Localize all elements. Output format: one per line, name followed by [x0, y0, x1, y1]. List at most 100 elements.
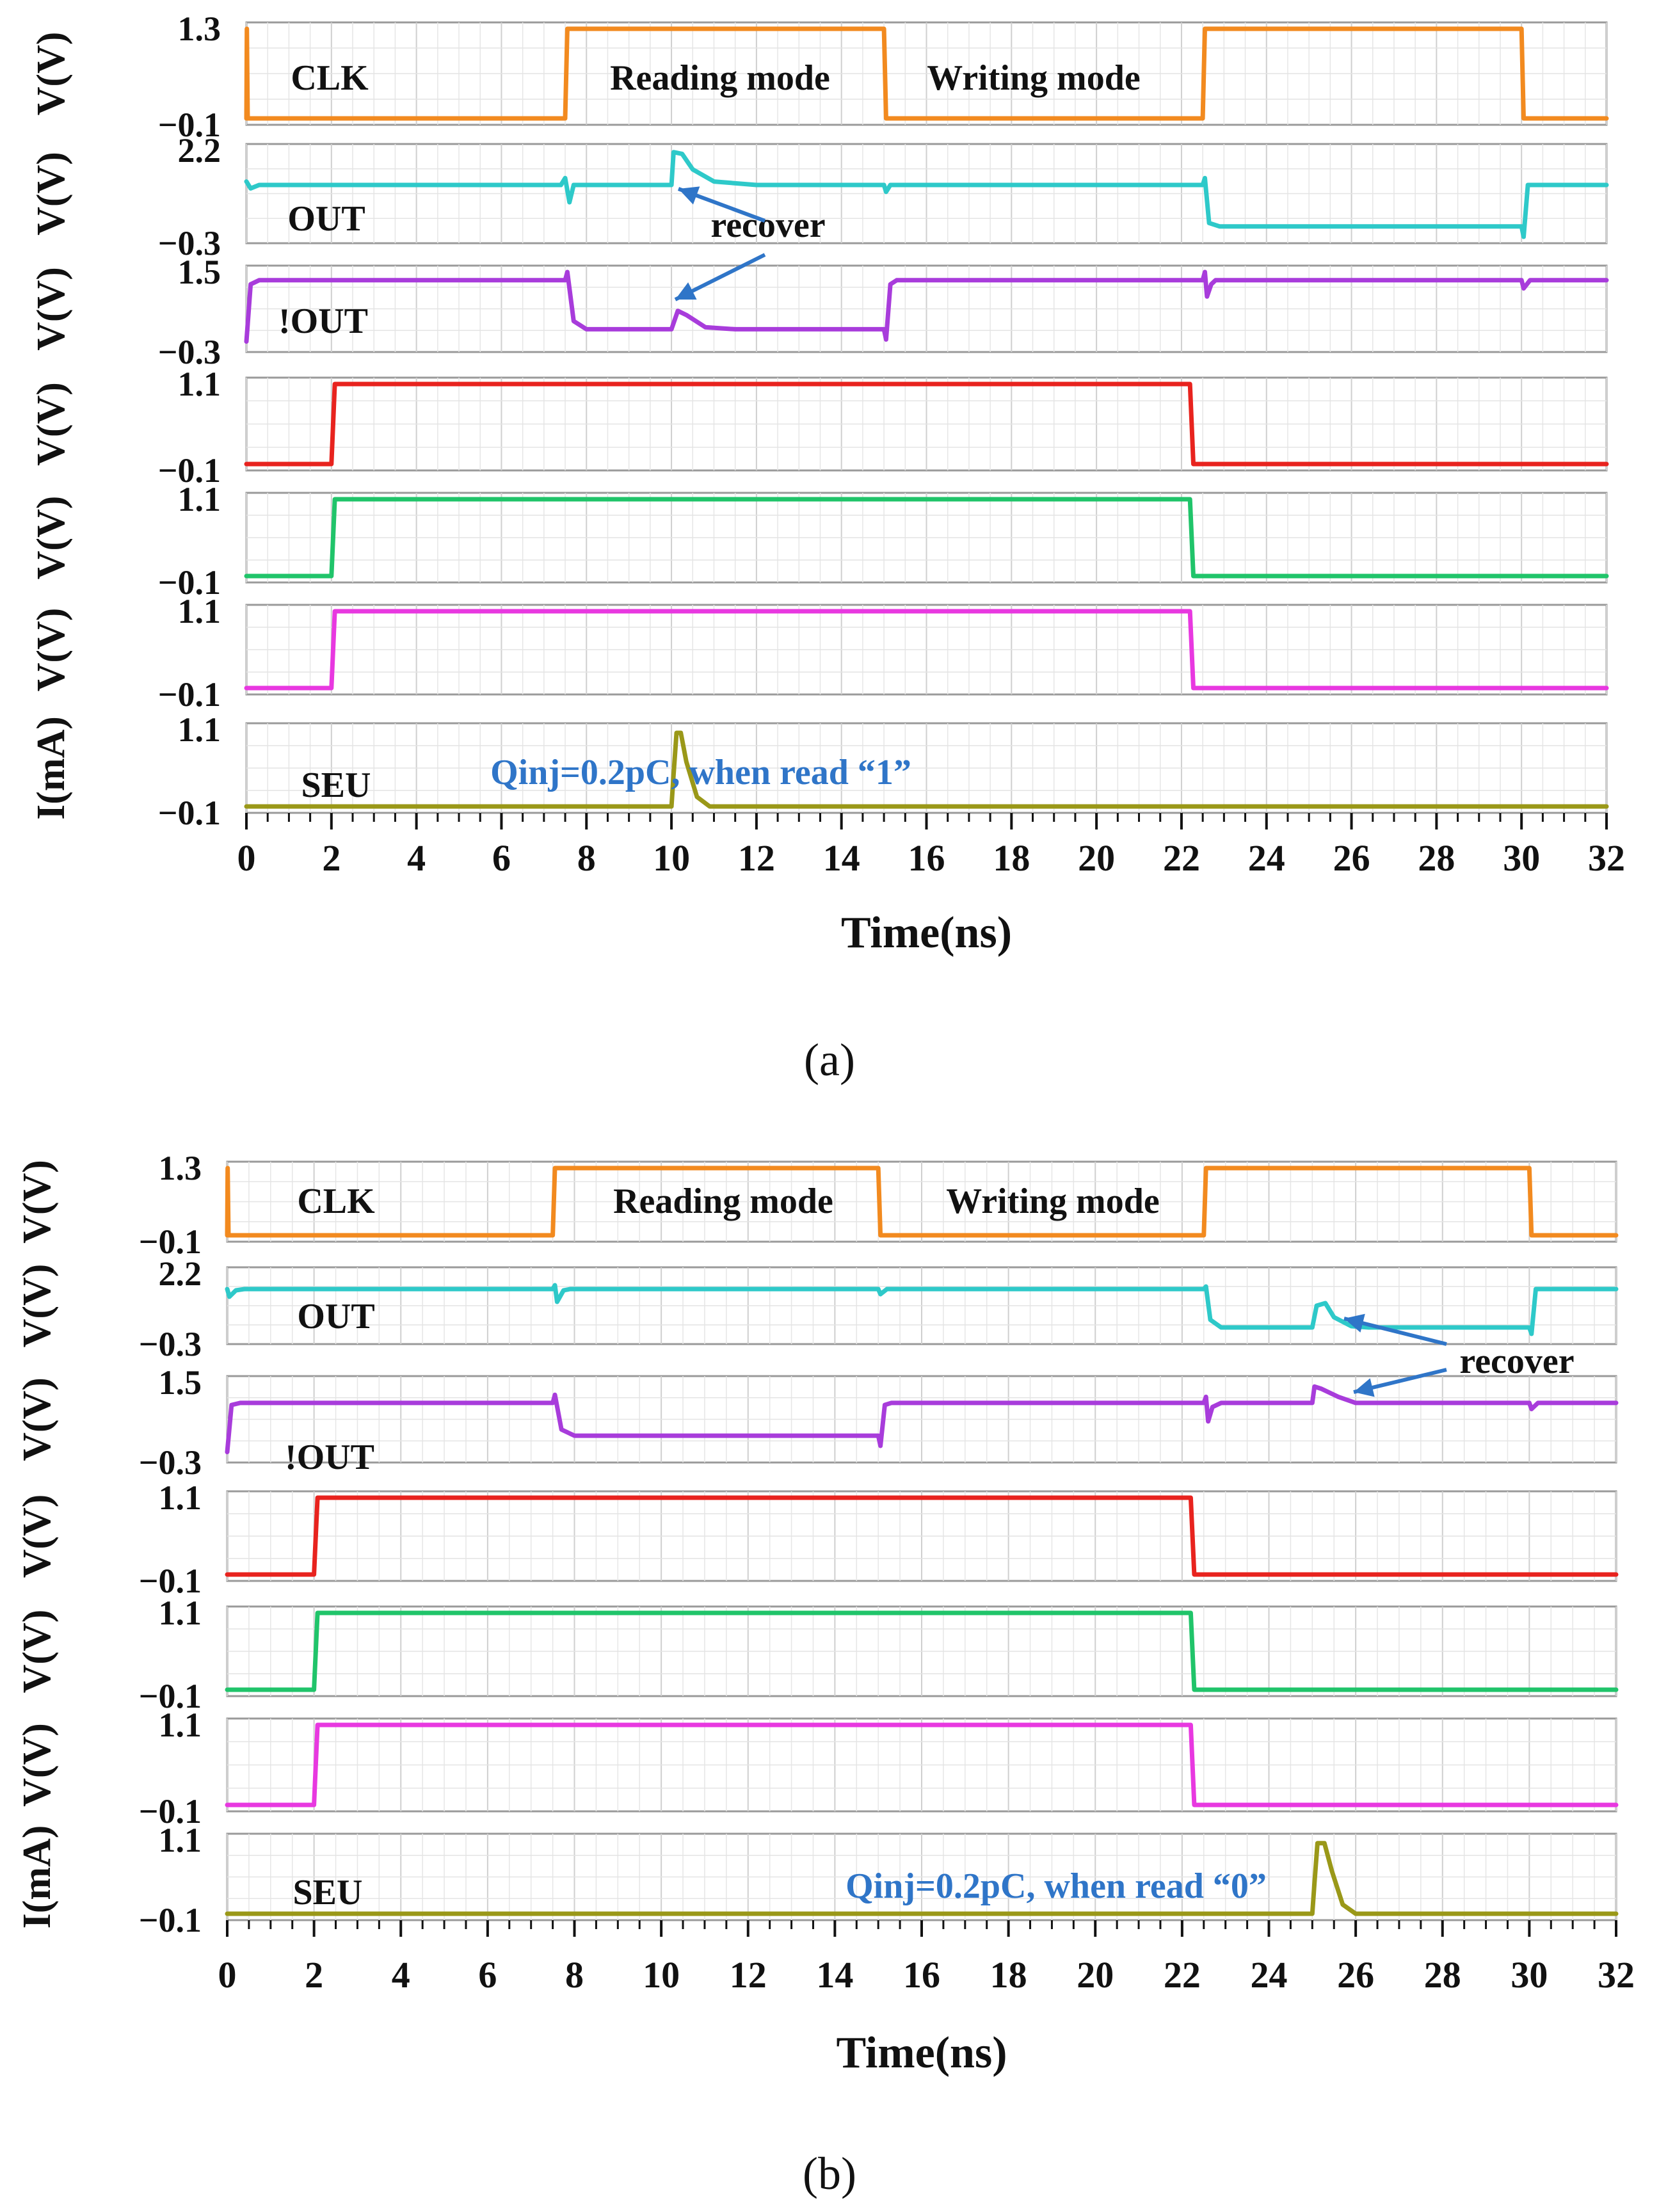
trace-red [225, 1495, 1619, 1577]
x-tick-label: 16 [903, 1954, 940, 1996]
label-out: OUT [297, 1297, 374, 1336]
y-tick-bottom: −0.3 [139, 1325, 202, 1363]
label-charge-annotation: Qinj=0.2pC, when read “0” [846, 1866, 1267, 1906]
trace-clk [225, 1166, 1619, 1238]
subplot-out: 2.2 −0.3 V(V) [29, 131, 1609, 262]
x-tick-label: 0 [237, 837, 256, 879]
label-reading-mode: Reading mode [613, 1182, 833, 1221]
x-axis-title: Time(ns) [841, 908, 1012, 958]
label-recover: recover [710, 205, 825, 245]
x-tick-label: 16 [908, 837, 945, 879]
x-tick-label: 20 [1077, 1954, 1114, 1996]
y-axis-label: V(V) [29, 267, 73, 351]
y-axis-label: I(mA) [15, 1825, 59, 1929]
x-tick-label: 28 [1424, 1954, 1461, 1996]
x-tick-label: 30 [1503, 837, 1540, 879]
trace-green [225, 1610, 1619, 1692]
y-tick-top: 1.5 [178, 253, 221, 291]
subplot-nout: 1.5 −0.3 V(V) [15, 1363, 1619, 1482]
y-tick-top: 1.5 [159, 1363, 202, 1402]
x-tick-label: 12 [738, 837, 775, 879]
recover-arrow-head [1354, 1378, 1375, 1397]
y-tick-bottom: −0.1 [158, 794, 221, 832]
panel-a: 1.3−0.1V(V)2.2−0.3V(V)1.5−0.3V(V)1.1−0.1… [29, 10, 1625, 958]
panel-b: 1.3−0.1V(V)2.2−0.3V(V)1.5−0.3V(V)1.1−0.1… [15, 1149, 1635, 2078]
x-tick-label: 28 [1418, 837, 1455, 879]
x-axis-title: Time(ns) [836, 2028, 1007, 2078]
trace-red [244, 381, 1609, 467]
x-tick-label: 2 [322, 837, 341, 879]
subplot-magenta: 1.1 −0.1 V(V) [29, 592, 1609, 714]
trace-nout [244, 269, 1609, 344]
x-tick-label: 2 [305, 1954, 323, 1996]
y-tick-top: 1.1 [178, 480, 221, 518]
subplot-clk: 1.3 −0.1 V(V) [29, 10, 1609, 144]
y-tick-top: 1.1 [159, 1821, 202, 1859]
y-tick-top: 1.3 [159, 1149, 202, 1187]
x-tick-label: 26 [1337, 1954, 1374, 1996]
trace-magenta [225, 1722, 1619, 1807]
x-tick-label: 8 [577, 837, 596, 879]
label-nout: !OUT [285, 1438, 374, 1477]
y-axis-label: V(V) [15, 1160, 59, 1244]
x-tick-label: 24 [1248, 837, 1285, 879]
label-seu: SEU [301, 765, 371, 805]
subplot-green: 1.1 −0.1 V(V) [15, 1594, 1619, 1715]
x-tick-label: 6 [492, 837, 511, 879]
x-tick-label: 30 [1511, 1954, 1548, 1996]
x-tick-label: 10 [643, 1954, 680, 1996]
x-tick-label: 18 [990, 1954, 1027, 1996]
label-charge-annotation: Qinj=0.2pC, when read “1” [490, 753, 911, 792]
subplot-out: 2.2 −0.3 V(V) [15, 1254, 1619, 1363]
recover-arrow-head [675, 282, 697, 300]
y-axis-label: V(V) [29, 152, 73, 236]
recover-arrow-head [678, 186, 700, 205]
subplot-seu: 1.1 −0.1 I(mA) [29, 710, 1609, 832]
x-tick-label: 14 [816, 1954, 853, 1996]
y-tick-top: 2.2 [159, 1254, 202, 1293]
y-tick-bottom: −0.1 [139, 1222, 202, 1261]
caption-b: (b) [803, 2148, 856, 2199]
y-axis-label: V(V) [15, 1495, 59, 1578]
y-axis-label: I(mA) [29, 716, 73, 820]
subplot-green: 1.1 −0.1 V(V) [29, 480, 1609, 602]
y-axis-label: V(V) [29, 496, 73, 580]
subplot-red: 1.1 −0.1 V(V) [29, 365, 1609, 490]
y-tick-top: 1.1 [178, 710, 221, 749]
x-tick-label: 32 [1598, 1954, 1635, 1996]
y-tick-bottom: −0.1 [158, 106, 221, 144]
y-tick-bottom: −0.3 [139, 1443, 202, 1482]
y-tick-bottom: −0.3 [158, 224, 221, 262]
subplot-nout: 1.5 −0.3 V(V) [29, 253, 1609, 371]
x-tick-label: 8 [565, 1954, 584, 1996]
y-tick-top: 2.2 [178, 131, 221, 170]
x-tick-label: 22 [1164, 1954, 1201, 1996]
label-clk: CLK [291, 58, 369, 98]
label-writing-mode: Writing mode [946, 1182, 1159, 1221]
x-tick-label: 4 [392, 1954, 410, 1996]
x-tick-label: 6 [478, 1954, 497, 1996]
y-tick-bottom: −0.1 [139, 1677, 202, 1715]
y-axis-label: V(V) [15, 1610, 59, 1694]
subplot-seu: 1.1 −0.1 I(mA) [15, 1821, 1619, 1939]
y-axis-label: V(V) [29, 382, 73, 466]
x-tick-label: 26 [1333, 837, 1370, 879]
trace-nout [225, 1384, 1619, 1455]
trace-out [244, 150, 1609, 239]
recover-arrow-head [1344, 1313, 1365, 1333]
subplot-clk: 1.3 −0.1 V(V) [15, 1149, 1619, 1261]
x-tick-label: 32 [1588, 837, 1625, 879]
y-tick-bottom: −0.1 [158, 675, 221, 714]
label-seu: SEU [293, 1873, 363, 1912]
y-tick-top: 1.3 [178, 10, 221, 48]
y-tick-bottom: −0.1 [139, 1792, 202, 1831]
x-tick-label: 0 [218, 1954, 237, 1996]
x-tick-label: 20 [1078, 837, 1115, 879]
y-tick-bottom: −0.1 [158, 563, 221, 602]
trace-out [225, 1283, 1619, 1336]
subplot-magenta: 1.1 −0.1 V(V) [15, 1706, 1619, 1831]
y-tick-bottom: −0.1 [139, 1901, 202, 1939]
y-tick-bottom: −0.3 [158, 333, 221, 371]
label-reading-mode: Reading mode [610, 58, 830, 98]
